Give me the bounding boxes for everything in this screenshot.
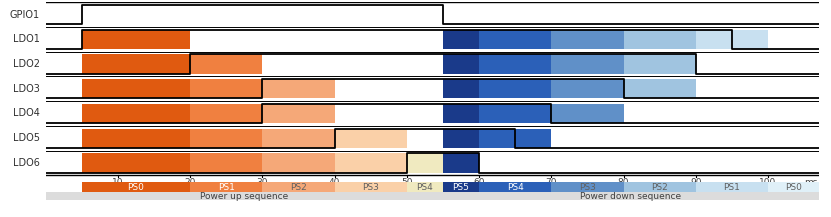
Text: PS2: PS2 [652,183,668,192]
Bar [551,79,623,98]
Bar [551,182,623,192]
Text: PS3: PS3 [579,183,596,192]
Bar [479,54,551,74]
Text: GPIO1: GPIO1 [10,10,40,20]
Text: ms: ms [804,178,818,187]
Text: PS1: PS1 [218,183,234,192]
Bar [768,182,819,192]
Text: PS4: PS4 [507,183,524,192]
Bar [263,79,335,98]
Bar [479,128,551,148]
Bar [335,182,407,192]
Bar [81,153,190,173]
Text: LDO1: LDO1 [13,34,40,44]
Bar [335,153,407,173]
Bar [263,182,335,192]
Bar [81,54,190,74]
Text: Power down sequence: Power down sequence [580,192,681,201]
Bar [407,182,443,192]
Text: PS2: PS2 [290,183,307,192]
Text: PS5: PS5 [453,183,470,192]
Bar [443,30,479,49]
Bar [443,79,479,98]
Text: 50: 50 [401,178,412,187]
Bar [696,182,768,192]
Text: Power up sequence: Power up sequence [200,192,288,201]
Bar [479,104,551,123]
Bar [190,54,263,74]
Bar [623,182,696,192]
Bar [623,79,696,98]
Bar [190,182,263,192]
Text: LDO2: LDO2 [13,59,40,69]
Bar [479,79,551,98]
Text: LDO6: LDO6 [13,158,40,168]
Bar [551,54,623,74]
Text: PS1: PS1 [724,183,740,192]
Bar [81,104,190,123]
Bar [190,104,263,123]
Text: 20: 20 [184,178,196,187]
Bar [623,54,696,74]
Text: PS3: PS3 [362,183,379,192]
Text: LDO3: LDO3 [13,84,40,94]
Bar [81,79,190,98]
Bar [623,30,696,49]
Bar [263,128,335,148]
Bar [479,182,551,192]
Text: LDO5: LDO5 [13,133,40,143]
Bar [335,128,407,148]
Bar [190,79,263,98]
Bar [479,30,551,49]
Text: 30: 30 [257,178,268,187]
Bar [190,128,263,148]
Bar [443,182,479,192]
Bar [81,182,190,192]
Text: 100: 100 [760,178,777,187]
Text: PS0: PS0 [784,183,802,192]
Bar [46,192,443,200]
Bar [407,153,443,173]
Bar [443,104,479,123]
Bar [190,153,263,173]
Text: PS4: PS4 [416,183,433,192]
Text: 60: 60 [474,178,484,187]
Bar [551,30,623,49]
Text: 70: 70 [545,178,557,187]
Text: 90: 90 [690,178,701,187]
Bar [263,104,335,123]
Text: 80: 80 [617,178,629,187]
Bar [443,128,479,148]
Bar [81,30,190,49]
Text: 40: 40 [329,178,341,187]
Text: PS0: PS0 [127,183,145,192]
Bar [443,192,819,200]
Bar [443,153,479,173]
Bar [81,128,190,148]
Bar [443,54,479,74]
Bar [696,30,768,49]
Bar [263,153,335,173]
Text: 10: 10 [112,178,124,187]
Bar [551,104,623,123]
Text: LDO4: LDO4 [13,108,40,118]
